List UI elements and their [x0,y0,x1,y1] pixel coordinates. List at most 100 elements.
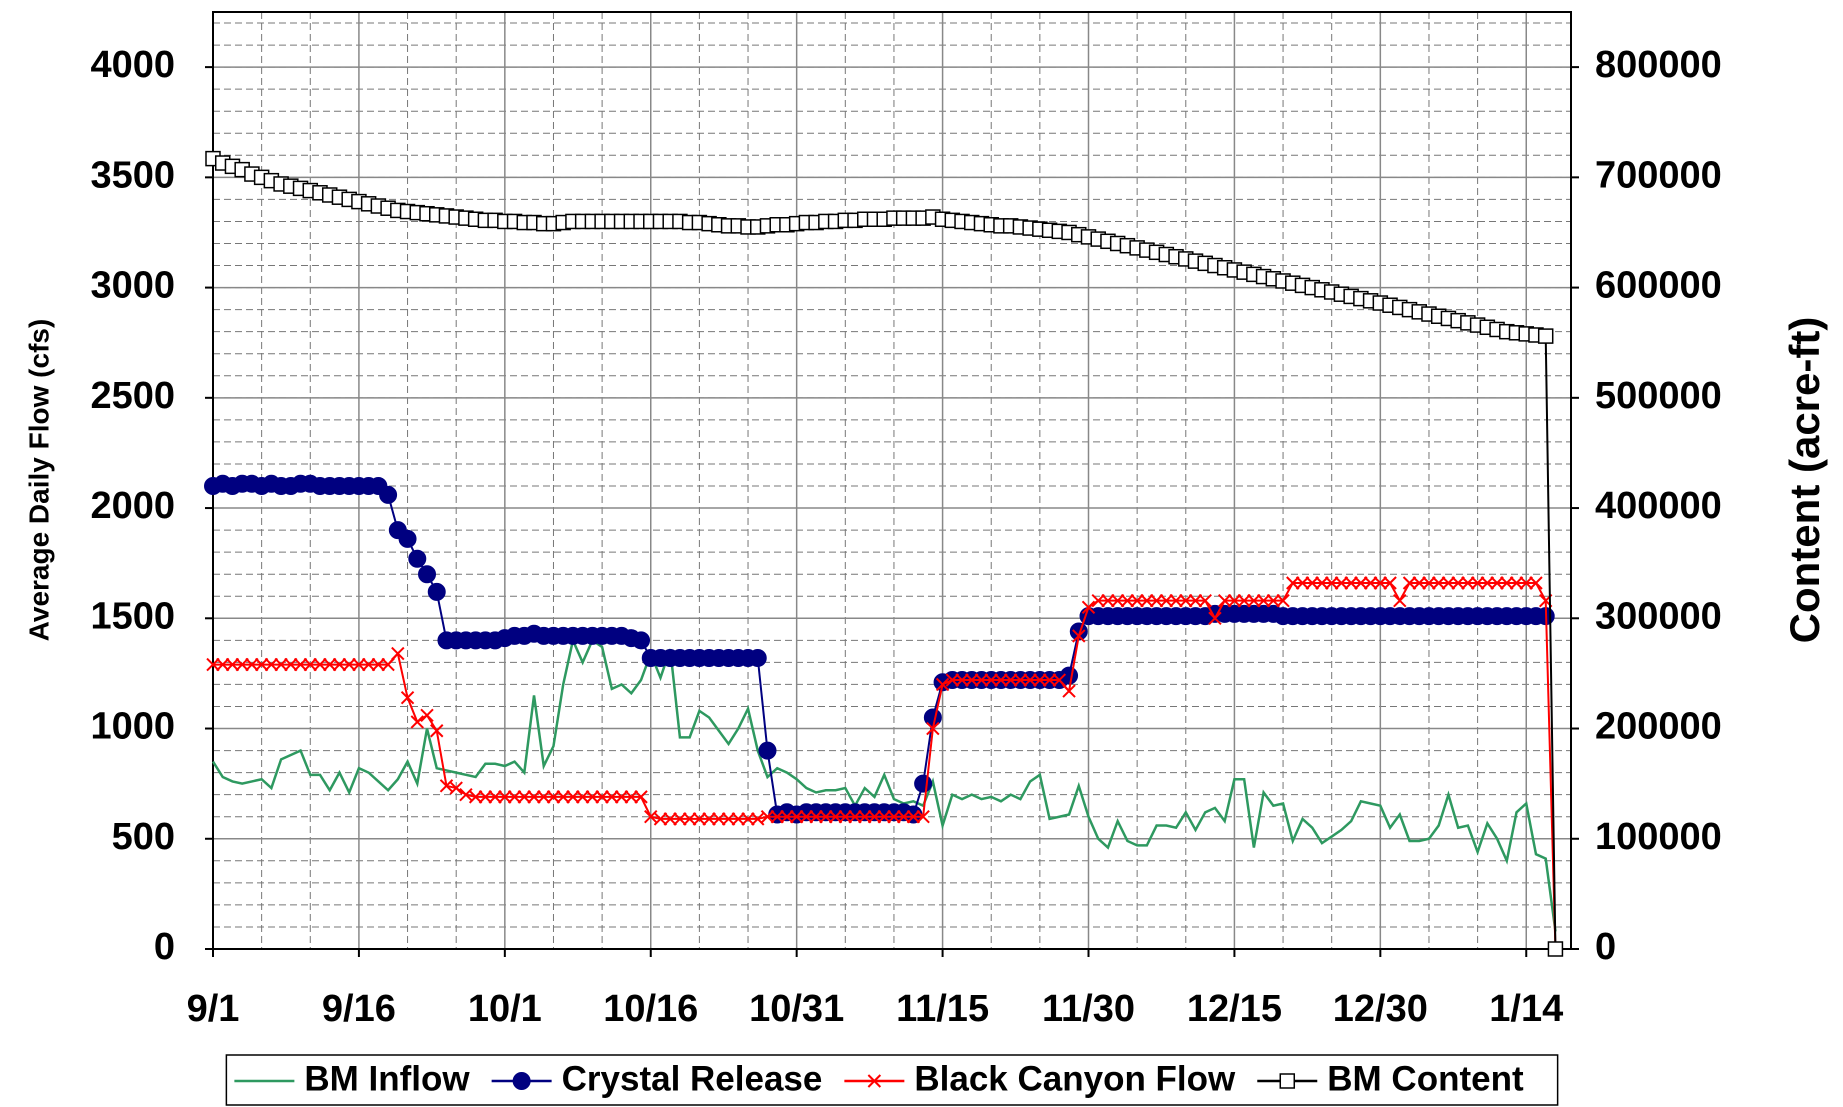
x-tick-label: 9/1 [187,988,240,1030]
point [408,549,427,568]
point [303,657,317,672]
point [1140,593,1154,608]
point [916,810,930,824]
point [527,790,541,804]
point [361,657,376,672]
point [1490,576,1504,590]
x-tick-label: 10/1 [468,988,542,1030]
legend-label: Crystal Release [562,1059,823,1098]
point [391,646,405,661]
y2-tick-label: 300000 [1595,595,1722,637]
point [1537,328,1554,344]
y-tick-label: 1500 [90,595,175,637]
point [896,810,911,824]
series-markers [205,150,1564,957]
point [906,810,921,824]
y2-tick-label: 100000 [1595,816,1722,858]
point [799,810,814,824]
point [245,657,259,672]
legend-marker [512,1072,531,1090]
x-tick-label: 10/16 [603,988,698,1030]
point [1033,673,1047,687]
point [624,790,639,804]
point [1547,941,1564,957]
series-markers [204,474,1555,824]
point [498,790,512,804]
y-tick-label: 2500 [90,375,175,417]
legend-label: BM Content [1327,1059,1524,1098]
point [965,673,979,687]
y-tick-label: 1000 [90,706,175,748]
point [1179,593,1193,608]
point [1295,576,1310,590]
point [585,790,600,804]
point [1062,684,1076,698]
legend-label: BM Inflow [304,1059,470,1098]
point [427,582,446,601]
y2-tick-label: 700000 [1595,154,1722,196]
point [1042,673,1057,687]
point [1169,593,1183,608]
point [254,657,269,672]
y-tick-label: 2000 [90,485,175,527]
point [1198,593,1212,608]
point [887,810,901,824]
point [371,657,386,672]
point [819,810,833,824]
x-tick-label: 12/30 [1333,988,1428,1030]
point [1500,576,1514,590]
point [420,708,434,723]
point [1120,593,1135,608]
point [1422,576,1436,590]
point [313,657,327,672]
point [1013,673,1028,687]
point [1208,611,1222,626]
y2-tick-label: 500000 [1595,375,1722,417]
point [634,790,648,804]
point [342,657,356,672]
series-line [211,636,1557,932]
point [1091,593,1105,608]
point [1305,576,1319,590]
point [1529,576,1543,590]
point [1383,576,1397,590]
point [1052,673,1067,687]
point [1023,673,1037,687]
point [418,565,437,584]
point [614,790,629,804]
point [566,790,580,804]
point [556,790,570,804]
x-tick-label: 12/15 [1187,988,1282,1030]
point [702,812,716,826]
point [914,774,933,793]
point [410,715,424,729]
point [1081,600,1096,614]
point [721,812,736,826]
point [206,657,220,672]
x-tick-label: 1/14 [1489,988,1563,1030]
x-tick-label: 11/30 [1042,988,1135,1030]
point [1461,576,1475,590]
point [284,657,298,672]
point [1188,593,1203,608]
point [1324,576,1339,590]
point [449,781,463,795]
point [488,790,502,804]
point [468,790,483,804]
point [663,812,677,826]
point [1256,593,1271,608]
x-tick-label: 11/15 [896,988,989,1030]
y2-tick-label: 800000 [1595,44,1722,86]
point [323,657,337,672]
point [507,790,522,804]
point [955,673,969,687]
point [1072,629,1086,643]
point [225,657,240,672]
point [1334,576,1349,590]
y-tick-label: 3500 [90,154,175,196]
point [1363,576,1378,590]
point [1480,576,1495,590]
point [575,790,590,804]
x-tick-label: 9/16 [322,988,396,1030]
